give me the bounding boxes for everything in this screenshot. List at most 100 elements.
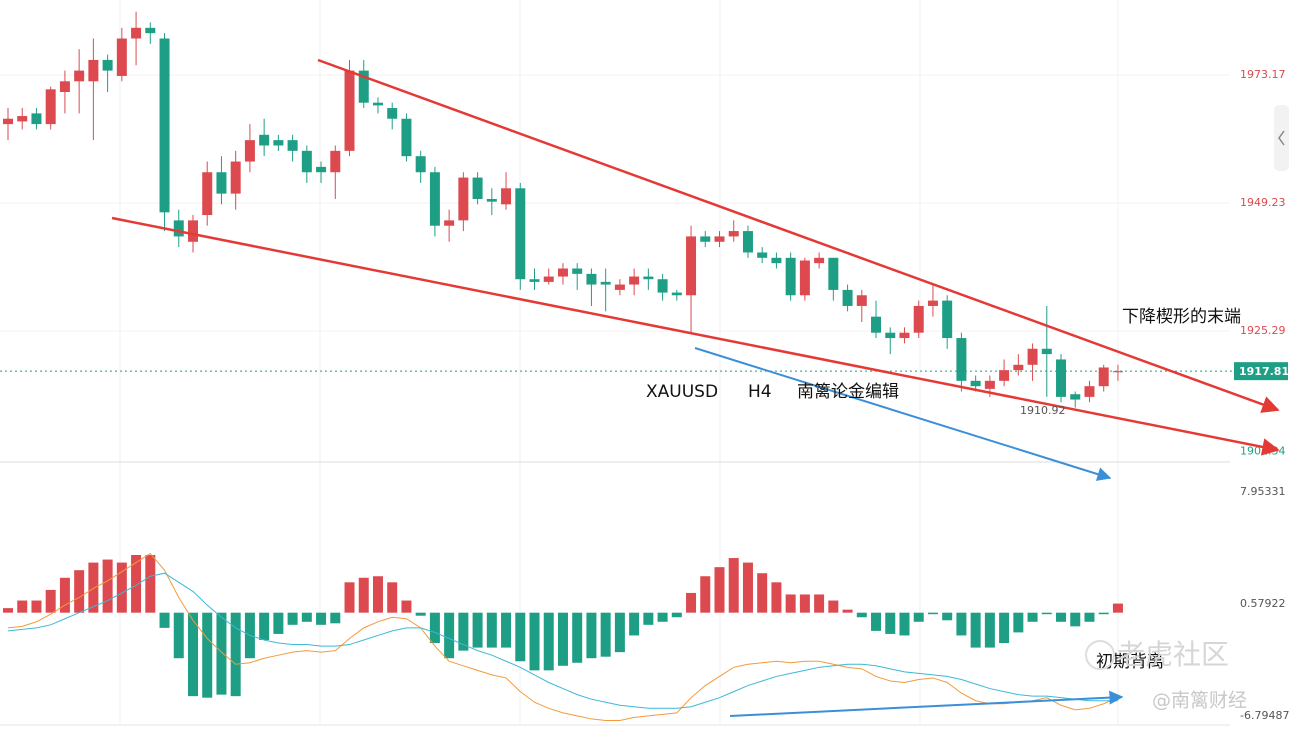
macd-tick-label: 7.95331 (1240, 485, 1286, 498)
candle-body (942, 300, 953, 339)
last-price-box (1234, 362, 1288, 381)
timeframe: H4 (748, 382, 772, 402)
macd-bar (913, 612, 924, 622)
macd-bar (316, 612, 327, 625)
candle-body (856, 295, 867, 306)
macd-bar (230, 612, 241, 697)
candle-body (1041, 348, 1052, 355)
candle-body (131, 27, 142, 39)
macd-bar (31, 600, 42, 613)
candle-body (145, 27, 156, 34)
candle-body (202, 172, 213, 216)
macd-bar (700, 576, 711, 613)
macd-bar (671, 612, 682, 618)
macd-bar (273, 612, 284, 634)
candle-body (643, 276, 654, 280)
candle-body (173, 220, 184, 237)
macd-bar (714, 567, 725, 613)
macd-bar (856, 612, 867, 618)
macd-tick-label: -6.79487 (1240, 709, 1289, 722)
macd-bar (956, 612, 967, 636)
candle-body (1013, 364, 1024, 371)
macd-bar (344, 582, 355, 613)
macd-bar (728, 558, 739, 613)
candle-body (17, 116, 28, 122)
macd-bar (216, 612, 227, 695)
candle-body (330, 150, 341, 173)
macd-bar (88, 562, 99, 613)
macd-bar (501, 612, 512, 648)
candle-body (913, 305, 924, 333)
candle-body (970, 380, 981, 387)
candle-body (999, 370, 1010, 381)
candle-body (401, 118, 412, 157)
side-panel-toggle[interactable] (1274, 105, 1289, 171)
macd-bar (472, 612, 483, 648)
candle-body (757, 252, 768, 258)
candle-body (629, 276, 640, 285)
macd-bar (330, 612, 341, 624)
macd-bar (657, 612, 668, 622)
candle-body (543, 276, 554, 282)
macd-bar (187, 612, 198, 697)
macd-bar (145, 555, 156, 613)
annotation: 下降楔形的末端 (1122, 307, 1241, 327)
candle-body (88, 59, 99, 82)
candle-body (842, 289, 853, 306)
macd-bar (814, 594, 825, 613)
macd-bar (1027, 612, 1038, 622)
macd-line (7, 552, 1119, 721)
macd-bar (970, 612, 981, 648)
candle-body (3, 118, 13, 125)
candle-body (1098, 367, 1109, 387)
chevron (1278, 130, 1285, 146)
candle-body (600, 281, 611, 285)
watermark-logo (1085, 640, 1115, 670)
candle-body (244, 140, 255, 162)
macd-bar (1013, 612, 1024, 633)
candle-body (230, 161, 241, 194)
macd-bar (643, 612, 654, 625)
macd-bar (984, 612, 995, 648)
candle-body (159, 38, 170, 213)
macd-bar (942, 612, 953, 621)
candle-body (501, 188, 512, 205)
macd-bar (387, 582, 398, 613)
candle-body (614, 284, 625, 290)
candle-body (728, 231, 739, 237)
macd-bar (1041, 612, 1052, 615)
macd-bar (927, 612, 938, 615)
macd-bar (131, 555, 142, 613)
macd-bar (799, 594, 810, 613)
candle-body (572, 268, 583, 274)
candle-body (344, 70, 355, 151)
candle-body (814, 257, 825, 264)
candle-body (956, 338, 967, 381)
macd-line (7, 572, 1118, 709)
candle-body (387, 108, 398, 119)
macd-bar (372, 576, 383, 613)
credit: @南篱财经 (1152, 690, 1247, 712)
arrow (729, 690, 1124, 717)
macd-bar (614, 612, 625, 653)
macd-bar (301, 612, 312, 622)
macd-bar (1056, 612, 1067, 622)
macd-bar (842, 609, 853, 613)
candle-body (515, 188, 526, 280)
candle-body (486, 198, 497, 202)
macd-bar (828, 600, 839, 613)
candle-body (444, 220, 455, 226)
macd-bar (1098, 612, 1109, 615)
macd-bar (45, 589, 56, 613)
candle-body (828, 257, 839, 290)
macd-bar (429, 612, 440, 644)
candle-body (372, 102, 383, 106)
macd-bar (515, 612, 526, 662)
macd-bar (486, 612, 497, 648)
macd-bar (202, 612, 213, 698)
candle-body (714, 236, 725, 242)
candle-body (415, 156, 426, 173)
macd-bar (159, 612, 170, 628)
y-tick-label: 1925.29 (1240, 324, 1286, 337)
